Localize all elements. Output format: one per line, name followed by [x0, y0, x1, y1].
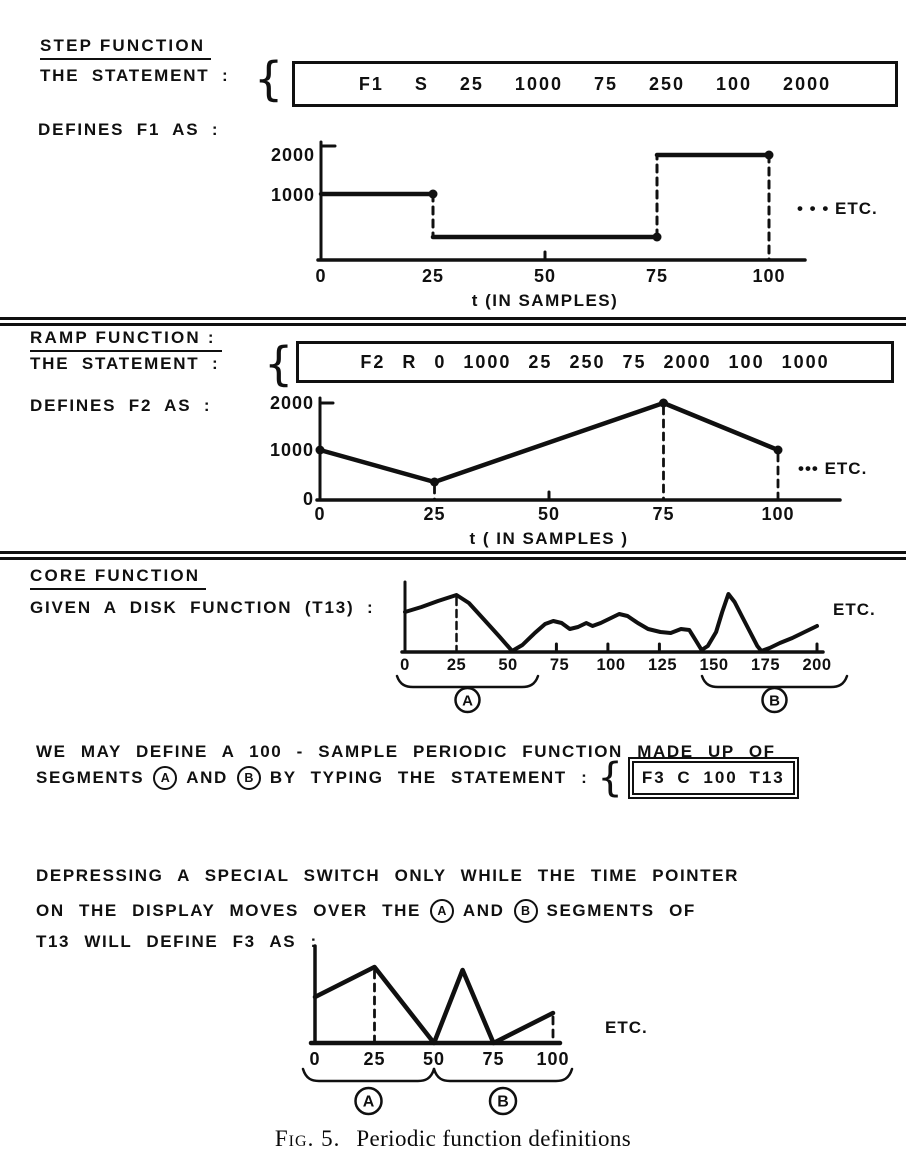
segment-b-badge-letter: B [769, 693, 780, 710]
y-tick-label: 2000 [270, 393, 314, 413]
we-may-define-line1: WE MAY DEFINE A 100 - SAMPLE PERIODIC FU… [36, 742, 776, 761]
x-tick-label: 100 [596, 656, 625, 674]
x-tick-label: 100 [752, 266, 785, 286]
segment-b-badge-letter: B [497, 1094, 509, 1111]
ramp-statement-text: F2 R 0 1000 25 250 75 2000 100 1000 [360, 351, 830, 372]
segment-a-badge-circle [354, 1086, 383, 1116]
ramp-vertex-dot [773, 445, 783, 455]
x-tick-label: 50 [498, 656, 517, 674]
segment-a-badge-letter: A [462, 693, 473, 710]
x-tick-label: 75 [550, 656, 569, 674]
f1-step-chart: 2000 1000 0 25 50 75 100 t (IN SAMPLES) • • • ET… [271, 140, 878, 310]
x-tick-label: 75 [646, 266, 668, 286]
ramp-vertex-dot [659, 398, 668, 408]
step-statement-text: F1 S 25 1000 75 250 100 2000 [358, 73, 832, 94]
x-tick-label: 50 [534, 266, 556, 286]
t13-disk-function-chart: 0 25 50 75 100 125 150 175 200 A B ETC. [395, 580, 876, 714]
step-statement-brace: { [254, 52, 284, 106]
x-tick-label: 0 [400, 656, 410, 674]
section-divider [0, 551, 906, 560]
step-section-title: STEP FUNCTION [40, 36, 212, 60]
step-statement-label: THE STATEMENT : [40, 66, 230, 85]
segment-b-brace [432, 1067, 574, 1083]
ramp-section-title: RAMP FUNCTION : [30, 328, 222, 352]
ramp-vertex-dot [315, 445, 325, 455]
given-disk-function-label: GIVEN A DISK FUNCTION (T13) : [30, 598, 375, 617]
etc-label: ETC. [605, 1018, 648, 1037]
segment-a-badge-circle [454, 686, 481, 714]
depressing-line2-mid: AND [462, 901, 505, 920]
x-tick-label: 100 [761, 504, 794, 524]
f3-statement-text: F3 C 100 T13 [641, 768, 785, 787]
y-tick-label: 0 [303, 489, 314, 509]
etc-label: ETC. [833, 600, 876, 619]
defines-f1-label: DEFINES F1 AS : [38, 120, 220, 139]
ramp-section-header: RAMP FUNCTION : [30, 328, 222, 352]
defines-f2-label: DEFINES F2 AS : [30, 396, 212, 415]
core-function-curve [312, 964, 556, 1046]
segment-a-badge: A [153, 766, 178, 790]
we-may-define-line2-post: BY TYPING THE STATEMENT : [269, 768, 589, 787]
we-may-define-line2-mid: AND [186, 768, 228, 787]
disk-function-curve [403, 592, 819, 653]
ramp-vertex-dot [430, 477, 439, 487]
ramp-statement-label: THE STATEMENT : [30, 354, 220, 373]
ramp-statement-brace: { [264, 337, 294, 391]
x-tick-label: 0 [309, 1049, 320, 1069]
segment-b-badge-circle [761, 686, 788, 714]
segment-b-badge: B [236, 766, 261, 790]
x-tick-label: 25 [423, 504, 445, 524]
figure-caption-text: Periodic function definitions [356, 1126, 632, 1151]
depressing-line3: T13 WILL DEFINE F3 AS : [36, 932, 318, 951]
x-tick-label: 25 [363, 1049, 385, 1069]
x-axis-title: t ( IN SAMPLES ) [469, 529, 628, 548]
x-tick-label: 25 [422, 266, 444, 286]
segment-b-badge-circle [488, 1086, 518, 1116]
we-may-define-line2: SEGMENTS A AND B BY TYPING THE STATEMENT… [36, 755, 799, 801]
depressing-line2-pre: ON THE DISPLAY MOVES OVER THE [36, 901, 421, 920]
depressing-line2-post: SEGMENTS OF [546, 901, 696, 920]
x-tick-label: 50 [538, 504, 560, 524]
x-tick-label: 200 [802, 656, 831, 674]
segment-b-badge: B [513, 899, 538, 923]
y-tick-label: 1000 [270, 440, 314, 460]
x-tick-label: 150 [699, 656, 728, 674]
y-tick-label: 2000 [271, 145, 315, 165]
x-tick-label: 75 [652, 504, 674, 524]
segment-a-brace [395, 674, 540, 689]
x-tick-label: 75 [482, 1049, 504, 1069]
f2-ramp-chart: 2000 1000 00 25 50 75 100 t ( IN SAMPLES ) ••• E… [270, 393, 867, 548]
f3-statement-brace: { [597, 755, 623, 801]
figure-caption-label: Fig. 5. [274, 1126, 341, 1151]
core-section-header: CORE FUNCTION [30, 566, 207, 590]
f3-core-function-chart: 0 25 50 75 100 A B ETC. [301, 944, 648, 1116]
depressing-line1: DEPRESSING A SPECIAL SWITCH ONLY WHILE T… [36, 866, 739, 885]
etc-label: • • • ETC. [797, 199, 878, 218]
x-tick-label: 100 [536, 1049, 569, 1069]
step-statement-box: F1 S 25 1000 75 250 100 2000 [292, 61, 898, 107]
section-divider [0, 317, 906, 326]
ramp-line [317, 400, 781, 485]
segment-a-badge: A [429, 899, 454, 923]
segment-a-brace [301, 1067, 436, 1083]
x-tick-label: 25 [447, 656, 466, 674]
we-may-define-line2-pre: SEGMENTS [36, 768, 145, 787]
x-tick-label: 125 [648, 656, 677, 674]
depressing-line2: ON THE DISPLAY MOVES OVER THE A AND B SE… [36, 897, 696, 925]
segment-a-badge-letter: A [363, 1094, 375, 1111]
x-axis-title: t (IN SAMPLES) [472, 291, 619, 310]
x-tick-label: 175 [751, 656, 780, 674]
figure-caption: Fig. 5. Periodic function definitions [0, 1126, 906, 1152]
ramp-statement-box: F2 R 0 1000 25 250 75 2000 100 1000 [296, 341, 894, 383]
y-tick-label: 1000 [271, 185, 315, 205]
x-tick-label: 0 [314, 504, 325, 524]
etc-label: ••• ETC. [798, 459, 867, 478]
x-tick-label: 0 [315, 266, 326, 286]
segment-b-brace [700, 674, 849, 689]
f3-statement-box: F3 C 100 T13 [627, 757, 799, 799]
step-section-header: STEP FUNCTION [40, 36, 212, 60]
core-section-title: CORE FUNCTION [30, 566, 207, 590]
x-tick-label: 50 [423, 1049, 445, 1069]
